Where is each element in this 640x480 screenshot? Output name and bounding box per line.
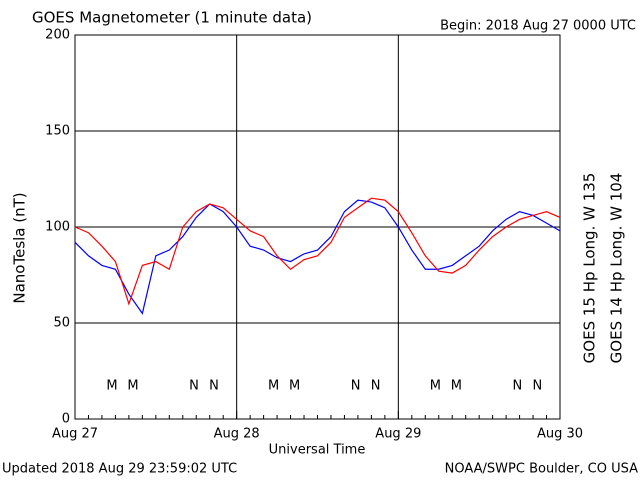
- y-tick-label: 200: [45, 28, 70, 43]
- y-axis-label: NanoTesla (nT): [11, 192, 29, 303]
- legend-label: GOES 15 Hp Long. W 135: [581, 173, 599, 364]
- marker-label: N: [532, 379, 542, 394]
- marker-label: M: [289, 379, 300, 394]
- marker-label: M: [268, 379, 279, 394]
- marker-label: M: [127, 379, 138, 394]
- marker-label: M: [106, 379, 117, 394]
- series-line: [74, 199, 561, 315]
- updated: Updated 2018 Aug 29 23:59:02 UTC: [2, 462, 237, 477]
- x-tick-label: Aug 28: [214, 427, 260, 442]
- x-tick-label: Aug 29: [375, 427, 421, 442]
- y-tick-label: 100: [45, 220, 70, 235]
- x-tick-label: Aug 30: [537, 427, 583, 442]
- marker-label: N: [209, 379, 219, 394]
- marker-label: N: [351, 379, 361, 394]
- y-tick-label: 50: [53, 316, 70, 331]
- y-tick-label: 0: [62, 412, 70, 427]
- marker-label: M: [451, 379, 462, 394]
- marker-label: N: [512, 379, 522, 394]
- begin-time: Begin: 2018 Aug 27 0000 UTC: [440, 19, 636, 34]
- series-line: [74, 197, 561, 306]
- credit: NOAA/SWPC Boulder, CO USA: [445, 462, 638, 477]
- marker-label: N: [371, 379, 381, 394]
- marker-label: M: [430, 379, 441, 394]
- y-tick-label: 150: [45, 124, 70, 139]
- legend-label: GOES 14 Hp Long. W 104: [608, 173, 626, 364]
- x-tick-label: Aug 27: [52, 427, 98, 442]
- marker-label: N: [189, 379, 199, 394]
- chart-title: GOES Magnetometer (1 minute data): [32, 9, 312, 27]
- x-axis-label: Universal Time: [269, 443, 366, 458]
